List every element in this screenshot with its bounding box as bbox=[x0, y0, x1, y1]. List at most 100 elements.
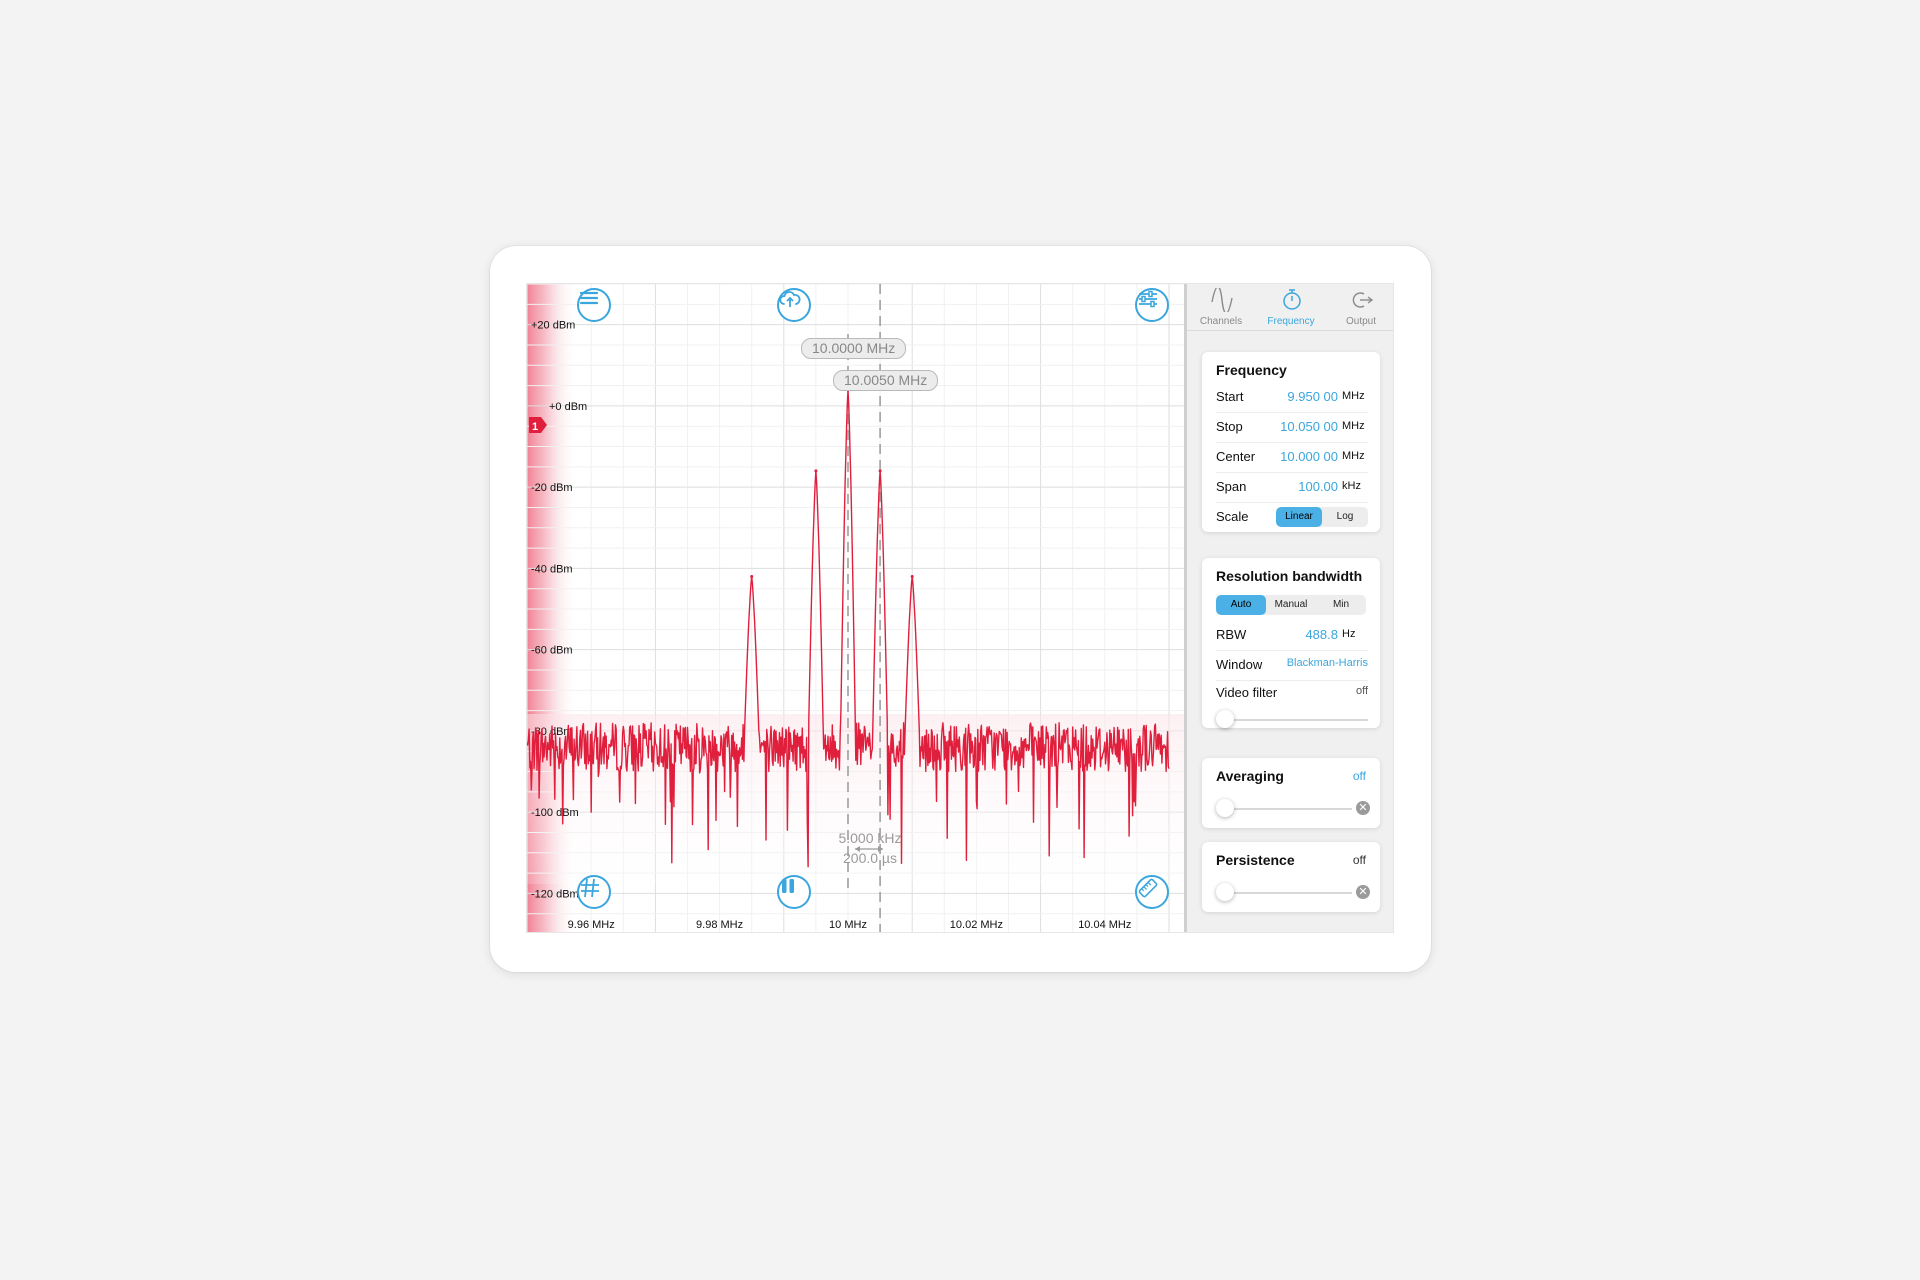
rbw-mode-manual[interactable]: Manual bbox=[1274, 599, 1308, 610]
stop-unit: MHz bbox=[1342, 420, 1365, 432]
app-screen: +20 dBm +0 dBm -20 dBm -40 dBm -60 dBm -80 dB… bbox=[526, 283, 1394, 933]
reference-marker-badge[interactable]: 1 bbox=[529, 417, 547, 433]
persistence-title: Persistence bbox=[1216, 852, 1295, 868]
video-filter-slider-knob[interactable] bbox=[1216, 710, 1234, 728]
start-value[interactable]: 9.950 00 bbox=[1287, 389, 1338, 404]
start-label: Start bbox=[1216, 389, 1244, 404]
tab-output-label: Output bbox=[1345, 316, 1377, 327]
window-row[interactable]: Window Blackman-Harris bbox=[1216, 650, 1368, 681]
averaging-card: Averaging off ✕ bbox=[1202, 758, 1380, 828]
persistence-value[interactable]: off bbox=[1352, 853, 1366, 867]
center-row[interactable]: Center 10.000 00 MHz bbox=[1216, 442, 1368, 473]
panel-tabs: Channels Frequency Output bbox=[1187, 284, 1393, 331]
panel-divider[interactable] bbox=[1184, 284, 1187, 932]
marker2-label[interactable]: 10.0050 MHz bbox=[833, 370, 939, 391]
averaging-clear-icon[interactable]: ✕ bbox=[1356, 801, 1370, 815]
resolution-bandwidth-card: Resolution bandwidth Auto Manual Min RBW… bbox=[1202, 558, 1380, 728]
menu-button[interactable] bbox=[577, 288, 611, 322]
rbw-value[interactable]: 488.8 bbox=[1305, 627, 1338, 642]
tab-frequency-label: Frequency bbox=[1267, 316, 1315, 327]
persistence-card: Persistence off ✕ bbox=[1202, 842, 1380, 912]
span-value[interactable]: 100.00 bbox=[1298, 479, 1338, 494]
sine-wave-icon bbox=[1211, 288, 1233, 312]
window-value[interactable]: Blackman-Harris bbox=[1286, 657, 1368, 669]
delta-time: 200.0 µs bbox=[843, 850, 897, 866]
stop-label: Stop bbox=[1216, 419, 1243, 434]
video-filter-label: Video filter bbox=[1216, 685, 1278, 700]
reference-marker-number: 1 bbox=[532, 421, 538, 433]
x-tick-label: 9.96 MHz bbox=[568, 919, 615, 931]
video-filter-slider-track[interactable] bbox=[1216, 719, 1368, 721]
y-tick-label: -60 dBm bbox=[531, 645, 573, 657]
cloud-upload-button[interactable] bbox=[777, 288, 811, 322]
grid-toggle-button[interactable] bbox=[577, 875, 611, 909]
pause-button[interactable] bbox=[777, 875, 811, 909]
rbw-row[interactable]: RBW 488.8 Hz bbox=[1216, 620, 1368, 651]
start-row[interactable]: Start 9.950 00 MHz bbox=[1216, 382, 1368, 413]
span-row[interactable]: Span 100.00 kHz bbox=[1216, 472, 1368, 503]
delta-frequency: 5.000 kHz bbox=[838, 830, 902, 846]
spectrum-chart[interactable]: +20 dBm+0 dBm-20 dBm-40 dBm-60 dBm-80 dB… bbox=[527, 284, 1184, 933]
averaging-slider-knob[interactable] bbox=[1216, 799, 1234, 817]
tab-frequency[interactable]: Frequency bbox=[1257, 284, 1325, 330]
span-unit: kHz bbox=[1342, 480, 1361, 492]
window-label: Window bbox=[1216, 657, 1263, 672]
output-icon bbox=[1352, 292, 1373, 308]
rbw-title: Resolution bandwidth bbox=[1216, 568, 1363, 584]
stop-value[interactable]: 10.050 00 bbox=[1280, 419, 1338, 434]
settings-panel: Channels Frequency Output bbox=[1187, 284, 1393, 932]
pause-icon bbox=[782, 879, 794, 893]
video-filter-row: Video filter off bbox=[1216, 678, 1368, 708]
y-tick-label: -120 dBm bbox=[531, 888, 579, 900]
y-tick-label: -20 dBm bbox=[531, 482, 573, 494]
spectrum-plot[interactable]: +20 dBm +0 dBm -20 dBm -40 dBm -60 dBm -80 dB… bbox=[527, 284, 1184, 933]
x-tick-label: 10.04 MHz bbox=[1078, 919, 1131, 931]
averaging-slider-track[interactable] bbox=[1216, 808, 1352, 810]
rbw-mode-segmented-control[interactable]: Auto Manual Min bbox=[1216, 595, 1366, 615]
scale-option-linear[interactable]: Linear bbox=[1276, 507, 1322, 527]
grid-icon bbox=[581, 878, 599, 898]
averaging-value[interactable]: off bbox=[1352, 769, 1366, 783]
tab-channels[interactable]: Channels bbox=[1187, 284, 1255, 330]
video-filter-value: off bbox=[1355, 685, 1368, 697]
y-tick-label: +20 dBm bbox=[531, 320, 575, 332]
x-tick-label: 9.98 MHz bbox=[696, 919, 743, 931]
rbw-mode-min[interactable]: Min bbox=[1332, 599, 1350, 610]
rbw-label: RBW bbox=[1216, 627, 1247, 642]
center-value[interactable]: 10.000 00 bbox=[1280, 449, 1338, 464]
y-tick-label: -40 dBm bbox=[531, 563, 573, 575]
ruler-icon bbox=[1138, 878, 1158, 898]
sliders-icon bbox=[1139, 290, 1157, 308]
x-tick-label: 10.02 MHz bbox=[950, 919, 1003, 931]
scale-segmented-control[interactable]: Linear Log bbox=[1276, 507, 1368, 527]
settings-sliders-button[interactable] bbox=[1135, 288, 1169, 322]
tab-output[interactable]: Output bbox=[1327, 284, 1393, 330]
measure-button[interactable] bbox=[1135, 875, 1169, 909]
scale-label: Scale bbox=[1216, 509, 1249, 524]
scale-option-log[interactable]: Log bbox=[1336, 511, 1354, 522]
persistence-clear-icon[interactable]: ✕ bbox=[1356, 885, 1370, 899]
persistence-slider-track[interactable] bbox=[1216, 892, 1352, 894]
x-axis-labels: 9.96 MHz 9.98 MHz 10 MHz 10.02 MHz 10.04 MHz bbox=[568, 919, 1132, 931]
stopwatch-icon bbox=[1283, 289, 1301, 310]
delta-arrow bbox=[855, 846, 883, 852]
rbw-unit: Hz bbox=[1342, 628, 1356, 640]
averaging-title: Averaging bbox=[1216, 768, 1284, 784]
y-tick-label: +0 dBm bbox=[549, 401, 587, 413]
y-axis-labels: +20 dBm+0 dBm-20 dBm-40 dBm-60 dBm-80 dB… bbox=[531, 320, 587, 901]
scale-row: Scale Linear Log bbox=[1216, 502, 1368, 532]
rbw-mode-auto[interactable]: Auto bbox=[1216, 595, 1266, 615]
hamburger-icon bbox=[579, 291, 599, 305]
tab-channels-label: Channels bbox=[1199, 316, 1243, 327]
peak-points bbox=[750, 388, 914, 578]
peak-point bbox=[910, 575, 914, 578]
cloud-upload-icon bbox=[779, 291, 801, 307]
frequency-title: Frequency bbox=[1216, 362, 1287, 378]
stop-row[interactable]: Stop 10.050 00 MHz bbox=[1216, 412, 1368, 443]
peak-point bbox=[878, 469, 882, 473]
peak-point bbox=[814, 469, 818, 473]
x-tick-label: 10 MHz bbox=[829, 919, 867, 931]
marker1-label[interactable]: 10.0000 MHz bbox=[801, 338, 907, 359]
persistence-slider-knob[interactable] bbox=[1216, 883, 1234, 901]
frequency-card: Frequency Start 9.950 00 MHz Stop 10.050… bbox=[1202, 352, 1380, 532]
